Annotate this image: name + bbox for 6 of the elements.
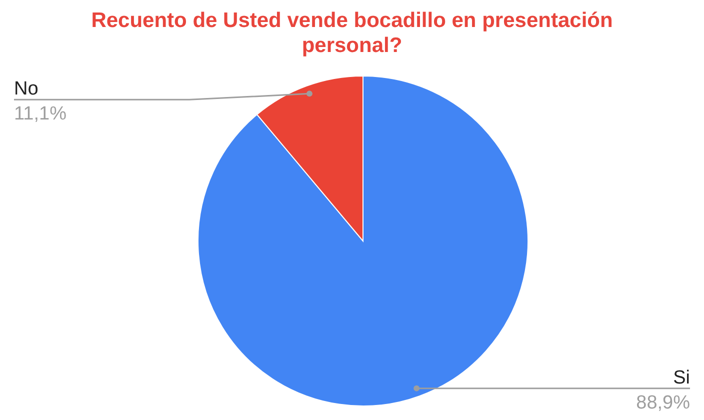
slice-label: Si xyxy=(673,367,690,388)
pie-slice xyxy=(198,76,528,406)
data-label: 88,9% xyxy=(636,392,690,414)
chart-title: Recuento de Usted vende bocadillo en presentación personal? xyxy=(90,8,614,58)
data-label: 11,1% xyxy=(14,104,67,125)
slice-label: No xyxy=(14,78,38,100)
